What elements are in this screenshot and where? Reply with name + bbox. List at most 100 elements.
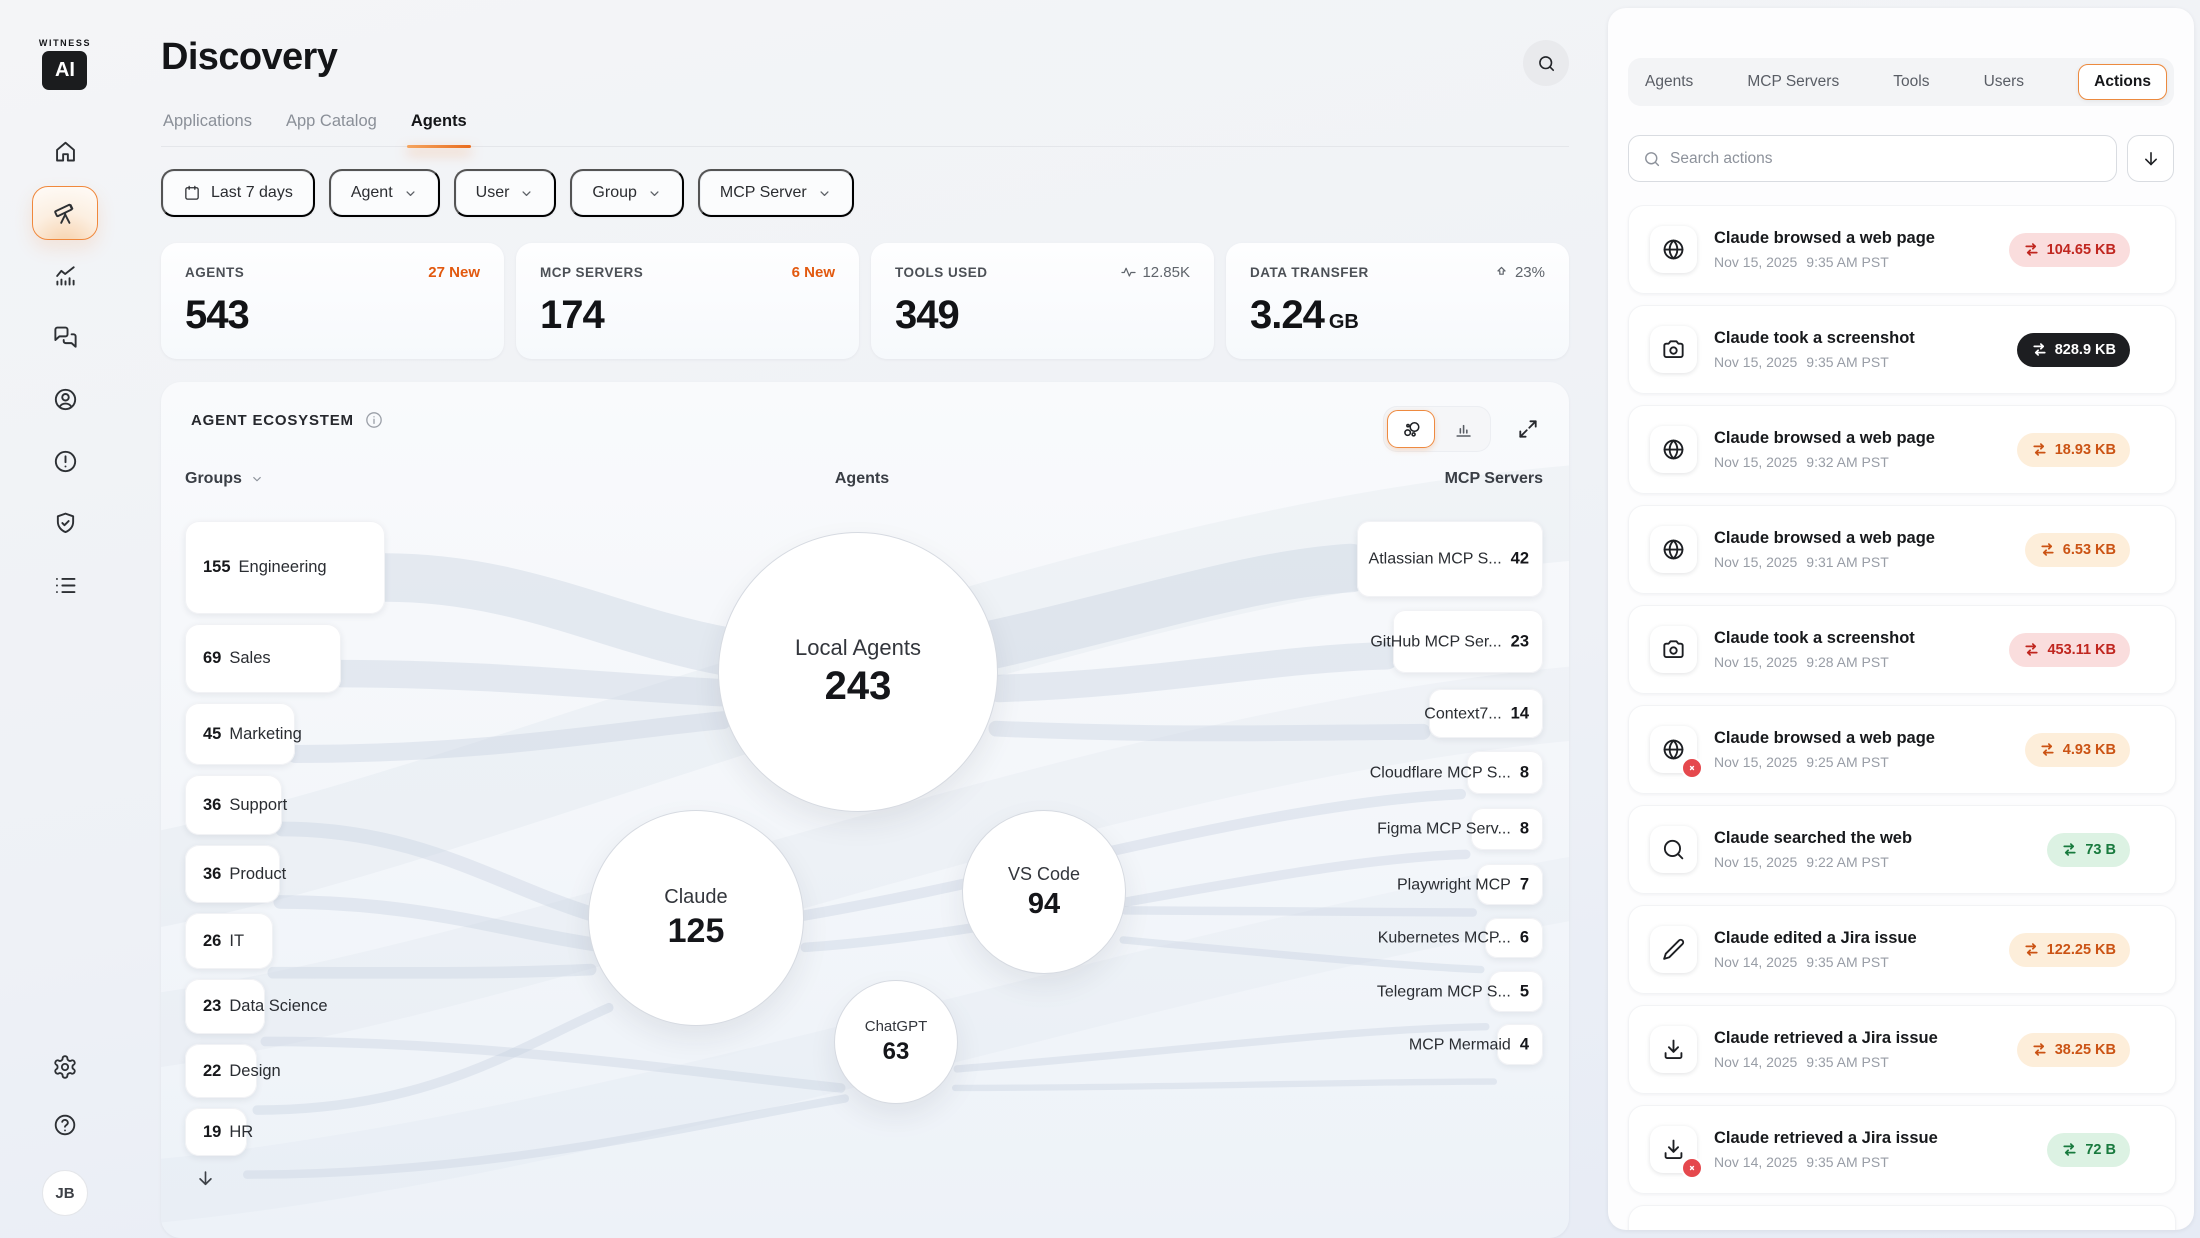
sidebar-item-help[interactable] [52,1112,78,1138]
agent-node-value: 125 [667,911,725,950]
mcp-node-github-mcp-ser-[interactable]: GitHub MCP Ser... 23 [1370,610,1543,673]
group-node-data-science[interactable]: 23 Data Science [185,979,328,1034]
action-item[interactable]: Claude retrieved a Jira issue Nov 14, 202… [1628,1105,2176,1194]
stat-value: 543 [185,293,250,337]
action-item[interactable]: Claude edited a Jira issue Nov 14, 2025 9:… [1628,905,2176,994]
mcp-node-mcp-mermaid[interactable]: MCP Mermaid 4 [1409,1024,1543,1065]
bar-view-button[interactable] [1439,410,1487,448]
stat-label: AGENTS [185,265,245,280]
group-node-engineering[interactable]: 155 Engineering [185,521,385,614]
search-icon [1643,150,1661,168]
panel-tab-agents[interactable]: Agents [1645,73,1694,90]
search-icon [1537,54,1556,73]
sidebar-item-discovery[interactable] [32,186,98,240]
error-badge [1681,1157,1703,1179]
filter-label: MCP Server [719,184,807,201]
expand-button[interactable] [1517,418,1539,440]
panel-tab-actions[interactable]: Actions [2078,64,2167,100]
groups-column-header[interactable]: Groups [185,470,264,488]
export-actions-button[interactable] [2127,135,2174,182]
sidebar-item-alerts[interactable] [32,434,98,488]
group-filter-dropdown[interactable]: Group [570,169,684,217]
action-item[interactable]: Claude took a screenshot Nov 15, 2025 9:35… [1628,305,2176,394]
user-circle-icon [52,386,79,413]
action-text: Claude retrieved a Jira issue Nov 14, 202… [1714,1129,2030,1170]
date-range-filter[interactable]: Last 7 days [161,169,315,217]
mcp-node-cloudflare-mcp-s-[interactable]: Cloudflare MCP S... 8 [1370,751,1543,794]
group-node-label: 26 IT [203,931,245,950]
actions-search-field[interactable] [1628,135,2117,182]
sidebar-item-settings[interactable] [52,1054,78,1080]
group-node-marketing[interactable]: 45 Marketing [185,703,302,765]
stat-card-tools-used: TOOLS USED 12.85K 349 [871,243,1214,359]
list-icon [52,572,79,599]
group-node-product[interactable]: 36 Product [185,845,286,903]
action-item[interactable]: Claude browsed a web page Nov 15, 2025 9:3… [1628,505,2176,594]
sidebar-item-analytics[interactable] [32,248,98,302]
group-node-sales[interactable]: 69 Sales [185,624,341,693]
mcp-node-atlassian-mcp-s-[interactable]: Atlassian MCP S... 42 [1357,521,1543,597]
group-node-label: 45 Marketing [203,724,302,743]
action-item[interactable]: Claude browsed a web page Nov 15, 2025 9:2… [1628,705,2176,794]
action-item[interactable]: Claude browsed a web page Nov 15, 2025 9:3… [1628,205,2176,294]
tab-applications[interactable]: Applications [163,112,252,130]
action-title: Claude retrieved a Jira issue [1714,1029,1938,1047]
action-item[interactable]: Claude searched the web Nov 15, 2025 9:22 … [1628,805,2176,894]
agent-node-vs-code[interactable]: VS Code 94 [962,810,1126,974]
agent-node-chatgpt[interactable]: ChatGPT 63 [834,980,958,1104]
tab-agents[interactable]: Agents [406,102,471,148]
panel-tab-users[interactable]: Users [1983,73,2025,90]
sidebar-footer: JB [42,1054,88,1216]
agent-node-local-agents[interactable]: Local Agents 243 [718,532,998,812]
bubble-view-button[interactable] [1387,410,1435,448]
show-more-groups-button[interactable] [195,1168,216,1189]
action-text: Claude browsed a web page Nov 15, 2025 9:3… [1714,229,1992,270]
search-actions-input[interactable] [1670,149,2102,168]
mcp-column-label: MCP Servers [1444,470,1543,487]
panel-tab-tools[interactable]: Tools [1893,73,1930,90]
action-item[interactable]: Claude retrieved a Jira issue Nov 14, 202… [1628,1005,2176,1094]
sidebar-item-home[interactable] [32,124,98,178]
mcp-node-telegram-mcp-s-[interactable]: Telegram MCP S... 5 [1377,971,1543,1012]
action-timestamp: Nov 15, 2025 9:35 AM PST [1714,254,1889,270]
action-text: Claude took a screenshot Nov 15, 2025 9:35… [1714,329,2000,370]
mcp-server-filter-dropdown[interactable]: MCP Server [697,169,854,217]
transfer-icon [2061,841,2078,858]
action-title: Claude took a screenshot [1714,329,1915,347]
chart-trend-icon [52,262,79,289]
tab-app-catalog[interactable]: App Catalog [285,112,377,130]
agent-node-claude[interactable]: Claude 125 [588,810,804,1026]
group-node-it[interactable]: 26 IT [185,913,273,969]
mcp-node-playwright-mcp[interactable]: Playwright MCP 7 [1397,864,1543,905]
action-text: Claude browsed a web page Nov 15, 2025 9:3… [1714,529,2008,570]
sidebar-item-logs[interactable] [32,558,98,612]
user-avatar[interactable]: JB [42,1170,88,1216]
group-node-design[interactable]: 22 Design [185,1044,281,1098]
camera-icon [1661,637,1686,662]
group-node-support[interactable]: 36 Support [185,775,287,835]
filter-label: Group [592,184,637,201]
mcp-node-label: MCP Mermaid 4 [1408,1035,1529,1053]
panel-search-row [1628,135,2174,182]
group-node-hr[interactable]: 19 HR [185,1108,253,1156]
action-item[interactable]: Claude took a screenshot Nov 15, 2025 9:28… [1628,605,2176,694]
sidebar-item-users[interactable] [32,372,98,426]
mcp-node-figma-mcp-serv-[interactable]: Figma MCP Serv... 8 [1377,808,1543,850]
agent-filter-dropdown[interactable]: Agent [328,169,440,217]
action-item-partial[interactable] [1628,1205,2176,1230]
ecosystem-header: AGENT ECOSYSTEM [191,410,384,430]
sidebar-item-conversations[interactable] [32,310,98,364]
mcp-node-kubernetes-mcp-[interactable]: Kubernetes MCP... 6 [1378,918,1543,958]
sidebar-item-security[interactable] [32,496,98,550]
stat-value: 174 [540,293,605,337]
global-search-button[interactable] [1523,40,1569,86]
agent-node-label: VS Code [1007,863,1081,884]
group-node-label: 19 HR [203,1122,254,1141]
panel-tab-mcp-servers[interactable]: MCP Servers [1747,73,1840,90]
action-icon-tile [1650,1026,1697,1073]
user-filter-dropdown[interactable]: User [453,169,557,217]
stat-meta: 23% [1493,264,1545,281]
action-item[interactable]: Claude browsed a web page Nov 15, 2025 9:3… [1628,405,2176,494]
info-icon[interactable] [364,410,384,430]
mcp-node-context7-[interactable]: Context7... 14 [1424,689,1543,738]
